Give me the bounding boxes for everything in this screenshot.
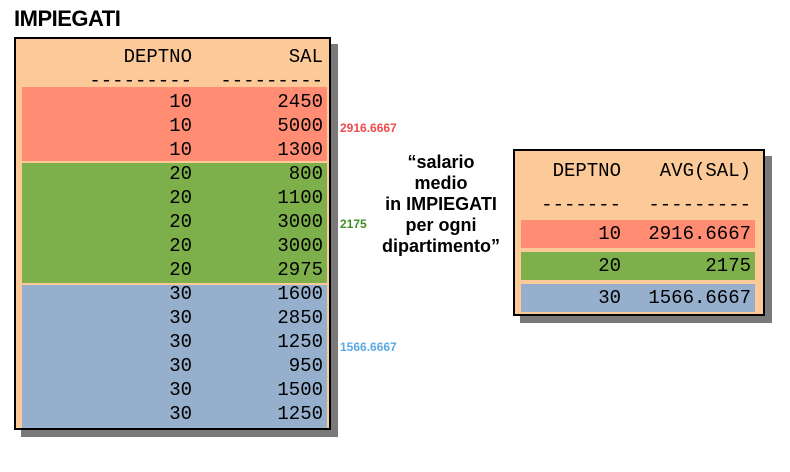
cell-deptno: 10 [169, 91, 192, 113]
group-band-10 [22, 87, 327, 161]
table-row: 30 2850 [16, 306, 329, 330]
cell-sal: 800 [288, 163, 323, 185]
table-row: 30 1250 [16, 330, 329, 354]
impiegati-table: DEPTNO SAL --------- --------- 10 2450 10 5… [14, 37, 331, 430]
cell-deptno: 30 [169, 307, 192, 329]
group-avg-annotation-20: 2175 [340, 217, 367, 231]
cell-sal: 5000 [277, 115, 323, 137]
cell-deptno: 30 [169, 379, 192, 401]
table-row: 10 5000 [16, 114, 329, 138]
result-cell-avg: 2175 [705, 255, 751, 277]
cell-deptno: 20 [169, 259, 192, 281]
result-band-20 [521, 252, 755, 280]
table-row: 20 800 [16, 162, 329, 186]
cell-deptno: 30 [169, 331, 192, 353]
cell-sal: 1500 [277, 379, 323, 401]
caption-line: in IMPIEGATI [385, 194, 497, 214]
table-row: 20 2975 [16, 258, 329, 282]
result-cell-deptno: 30 [598, 287, 621, 309]
cell-sal: 3000 [277, 211, 323, 233]
separator-deptno: --------- [89, 70, 192, 92]
table-row: 10 2450 [16, 90, 329, 114]
cell-sal: 2975 [277, 259, 323, 281]
result-cell-deptno: 10 [598, 223, 621, 245]
result-header-row: DEPTNO AVG(SAL) [515, 159, 763, 183]
cell-deptno: 30 [169, 403, 192, 425]
cell-deptno: 20 [169, 187, 192, 209]
table-row: 20 3000 [16, 234, 329, 258]
header-separator: --------- --------- [16, 69, 329, 93]
avg-result-table: DEPTNO AVG(SAL) ------- --------- 10 2916… [513, 149, 765, 316]
group-band-20 [22, 163, 327, 283]
caption-line: medio [414, 173, 468, 193]
group-band-30 [22, 285, 327, 428]
result-band-30 [521, 284, 755, 312]
result-cell-deptno: 20 [598, 255, 621, 277]
cell-deptno: 20 [169, 163, 192, 185]
cell-deptno: 20 [169, 235, 192, 257]
cell-deptno: 10 [169, 115, 192, 137]
table-row: 30 1500 [16, 378, 329, 402]
cell-sal: 1250 [277, 331, 323, 353]
result-separator: ------- --------- [515, 193, 763, 217]
result-header-deptno: DEPTNO [552, 160, 621, 182]
result-band-10 [521, 220, 755, 248]
table-row: 10 1300 [16, 138, 329, 162]
result-row: 30 1566.6667 [515, 286, 763, 310]
separator-sal: --------- [220, 70, 323, 92]
result-row: 10 2916.6667 [515, 222, 763, 246]
cell-deptno: 10 [169, 139, 192, 161]
column-header-sal: SAL [288, 46, 323, 68]
cell-sal: 1300 [277, 139, 323, 161]
header-row: DEPTNO SAL [16, 45, 329, 69]
cell-sal: 950 [288, 355, 323, 377]
cell-sal: 1600 [277, 283, 323, 305]
cell-sal: 2450 [277, 91, 323, 113]
table-row: 20 1100 [16, 186, 329, 210]
table-row: 20 3000 [16, 210, 329, 234]
cell-deptno: 30 [169, 283, 192, 305]
table-title: IMPIEGATI [14, 6, 121, 31]
query-caption: “salario medio in IMPIEGATI per ogni dip… [376, 152, 506, 257]
cell-deptno: 30 [169, 355, 192, 377]
cell-sal: 1250 [277, 403, 323, 425]
cell-sal: 2850 [277, 307, 323, 329]
result-cell-avg: 1566.6667 [648, 287, 751, 309]
cell-sal: 1100 [277, 187, 323, 209]
cell-deptno: 20 [169, 211, 192, 233]
column-header-deptno: DEPTNO [123, 46, 192, 68]
group-avg-annotation-10: 2916.6667 [340, 121, 397, 135]
table-row: 30 950 [16, 354, 329, 378]
result-header-avg: AVG(SAL) [659, 160, 751, 182]
result-separator-avg: --------- [648, 194, 751, 216]
result-cell-avg: 2916.6667 [648, 223, 751, 245]
table-row: 30 1250 [16, 402, 329, 426]
result-separator-deptno: ------- [541, 194, 621, 216]
group-avg-annotation-30: 1566.6667 [340, 340, 397, 354]
caption-line: “salario [407, 152, 475, 172]
caption-line: per ogni [405, 215, 477, 235]
cell-sal: 3000 [277, 235, 323, 257]
result-row: 20 2175 [515, 254, 763, 278]
caption-line: dipartimento” [381, 236, 500, 256]
table-row: 30 1600 [16, 282, 329, 306]
